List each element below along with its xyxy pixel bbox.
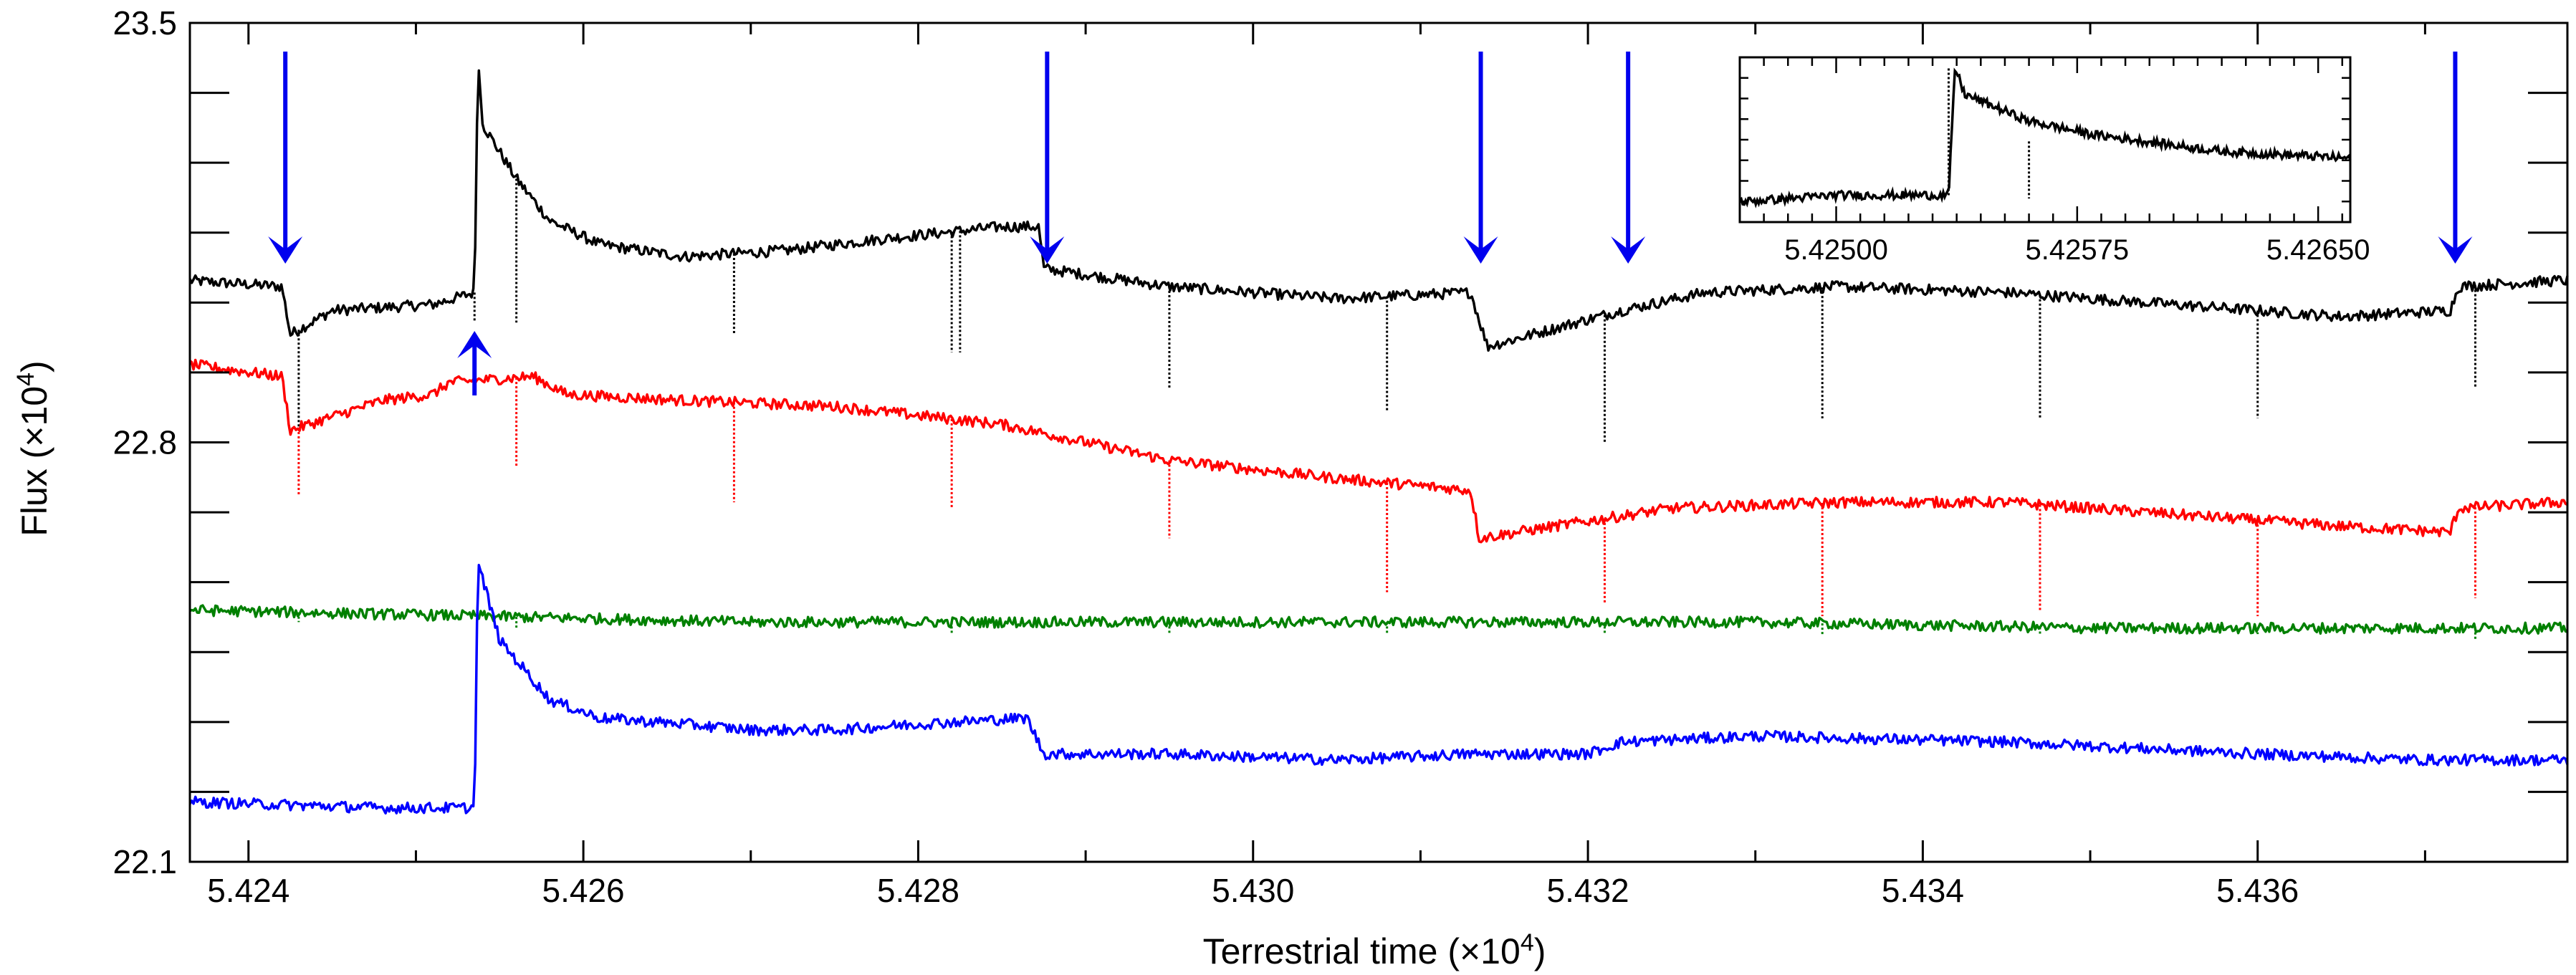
x-tick-label: 5.436 (2216, 872, 2299, 909)
arrows (268, 52, 2473, 395)
series-0 (188, 69, 2569, 443)
series-1-line (188, 358, 2568, 544)
x-tick-label: 5.426 (542, 872, 625, 909)
inset-x-tick-label: 5.42575 (2026, 234, 2130, 266)
x-tick-label: 5.434 (1882, 872, 1964, 909)
y-axis-title-exponent: 4 (12, 373, 39, 386)
inset: 5.42500 5.42575 5.42650 (1738, 56, 2370, 266)
plot-series (188, 69, 2569, 815)
y-axis-title: Flux (×104) (12, 360, 54, 536)
x-axis-title-close: ) (1534, 931, 1546, 971)
x-axis-title-exponent: 4 (1521, 929, 1534, 956)
series-0-line (188, 69, 2569, 352)
inset-background (1740, 57, 2350, 222)
inset-x-tick-label: 5.42500 (1784, 234, 1888, 266)
arrow-2 (1030, 52, 1065, 264)
inset-series-line (1738, 67, 2352, 208)
series-1 (188, 358, 2568, 617)
x-tick-label: 5.430 (1212, 872, 1294, 909)
axes: 5.424 5.426 5.428 5.430 5.432 5.434 5.436 22.1 2… (112, 4, 2569, 909)
y-tick-label: 22.1 (112, 843, 177, 880)
y-axis-title-close: ) (14, 360, 54, 373)
arrow-5 (2438, 52, 2473, 264)
x-tick-label: 5.432 (1547, 872, 1629, 909)
series-3 (188, 564, 2569, 815)
series-3-line (188, 564, 2569, 815)
inset-x-tick-label: 5.42650 (2266, 234, 2370, 266)
arrow-1 (457, 331, 492, 395)
x-axis-title: Terrestrial time (×104) (1203, 929, 1546, 971)
arrow-3 (1463, 52, 1498, 264)
y-tick-label: 23.5 (112, 4, 177, 42)
series-2-line (189, 604, 2568, 635)
arrow-0 (268, 52, 303, 264)
arrow-4 (1611, 52, 1646, 264)
x-tick-label: 5.428 (877, 872, 959, 909)
y-tick-label: 22.8 (112, 424, 177, 461)
x-tick-label: 5.424 (207, 872, 289, 909)
series-2 (189, 604, 2568, 640)
